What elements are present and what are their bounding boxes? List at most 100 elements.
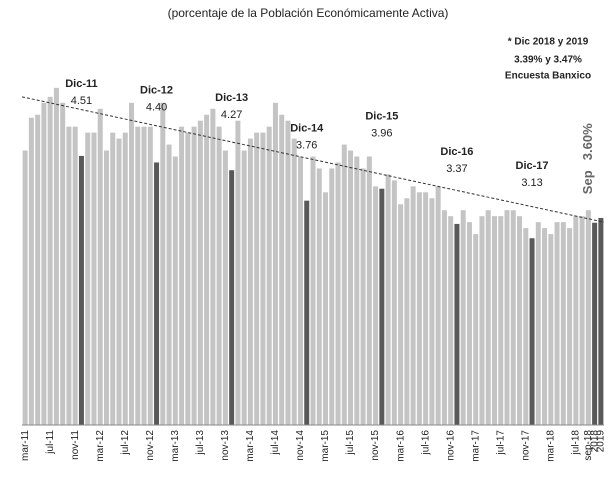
bar xyxy=(366,156,372,425)
bar xyxy=(404,198,410,425)
bar xyxy=(78,155,84,426)
bar xyxy=(22,150,28,426)
bar xyxy=(498,216,504,425)
bar xyxy=(279,114,285,425)
bar xyxy=(166,144,172,426)
bar xyxy=(460,210,466,425)
bar xyxy=(360,168,366,425)
x-tick-label: mar-18 xyxy=(545,430,556,462)
bar xyxy=(567,228,573,425)
bar xyxy=(466,222,472,425)
x-tick-label: nov-14 xyxy=(295,430,306,461)
bar xyxy=(204,114,210,425)
bar xyxy=(573,216,579,425)
x-tick-label: jul-17 xyxy=(495,430,506,456)
bar xyxy=(154,162,160,425)
bar xyxy=(329,168,335,425)
bar xyxy=(122,132,128,425)
bar xyxy=(260,132,266,425)
bar-label: Dic-14 xyxy=(290,123,324,135)
bar xyxy=(354,156,360,425)
x-tick-label: 2019 xyxy=(596,430,607,453)
bar xyxy=(297,156,303,425)
bar xyxy=(335,162,341,425)
bar xyxy=(266,126,272,426)
x-tick-label: mar-12 xyxy=(95,430,106,462)
bar xyxy=(373,186,379,425)
bar xyxy=(254,132,260,425)
bar xyxy=(348,150,354,426)
value-label: 4.40 xyxy=(146,101,167,113)
bar xyxy=(435,186,441,425)
bar xyxy=(129,102,135,426)
value-label: 4.27 xyxy=(221,109,242,121)
bar xyxy=(85,132,91,425)
x-tick-label: nov-12 xyxy=(145,430,156,461)
bar-label: Sep xyxy=(580,170,595,194)
note: Encuesta Banxico xyxy=(505,71,591,82)
x-tick-label: mar-14 xyxy=(245,430,256,462)
bar-label: Dic-12 xyxy=(140,84,173,96)
bar xyxy=(72,126,78,426)
x-tick-label: jul-13 xyxy=(195,430,206,456)
x-tick-label: jul-18 xyxy=(570,430,581,456)
bar xyxy=(504,210,510,425)
bar xyxy=(60,102,66,426)
bar xyxy=(241,150,247,426)
bar xyxy=(491,216,497,425)
bar xyxy=(229,170,235,425)
bar xyxy=(523,228,529,425)
bar xyxy=(391,180,397,425)
note: * Dic 2018 y 2019 xyxy=(508,37,589,48)
bar xyxy=(416,192,422,425)
value-label: 3.60% xyxy=(580,123,595,160)
x-tick-label: nov-17 xyxy=(520,430,531,461)
bar xyxy=(191,126,197,426)
bar xyxy=(548,234,554,425)
bar xyxy=(448,216,454,425)
bar-label: Dic-11 xyxy=(65,78,97,90)
bar xyxy=(542,228,548,425)
x-tick-label: nov-13 xyxy=(220,430,231,461)
bar-label: Dic-16 xyxy=(440,146,473,158)
bar xyxy=(185,132,191,425)
x-tick-label: mar-16 xyxy=(395,430,406,462)
bar xyxy=(304,200,310,425)
bar xyxy=(47,96,53,425)
x-tick-label: mar-11 xyxy=(20,430,31,461)
bar xyxy=(529,238,535,425)
x-tick-label: nov-11 xyxy=(70,430,81,460)
bar xyxy=(216,126,222,426)
x-tick-label: jul-14 xyxy=(270,430,281,456)
bar xyxy=(454,223,460,425)
bar-label: Dic-13 xyxy=(215,92,248,104)
bar xyxy=(379,188,385,425)
x-tick-label: mar-17 xyxy=(470,430,481,462)
bar xyxy=(116,138,122,425)
bar xyxy=(429,198,435,425)
x-tick-label: nov-15 xyxy=(370,430,381,461)
x-tick-label: mar-15 xyxy=(320,430,331,462)
value-label: 4.51 xyxy=(71,95,92,107)
bar xyxy=(473,234,479,425)
bar xyxy=(141,126,147,426)
chart-title: (porcentaje de la Población Económicamen… xyxy=(168,6,449,20)
bar xyxy=(341,144,347,426)
bar xyxy=(517,216,523,425)
bar xyxy=(291,138,297,425)
bar xyxy=(272,102,278,426)
bar xyxy=(560,222,566,425)
bar xyxy=(172,156,178,425)
bar xyxy=(310,156,316,425)
x-tick-label: nov-16 xyxy=(445,430,456,461)
bar-label: Dic-15 xyxy=(365,111,398,123)
bar xyxy=(423,192,429,425)
bar xyxy=(28,117,34,425)
x-tick-label: sep-18 xyxy=(583,430,594,461)
bar xyxy=(398,204,404,425)
bar xyxy=(585,210,591,425)
bar xyxy=(103,150,109,426)
bar xyxy=(147,126,153,426)
note: 3.39% y 3.47% xyxy=(514,55,582,66)
